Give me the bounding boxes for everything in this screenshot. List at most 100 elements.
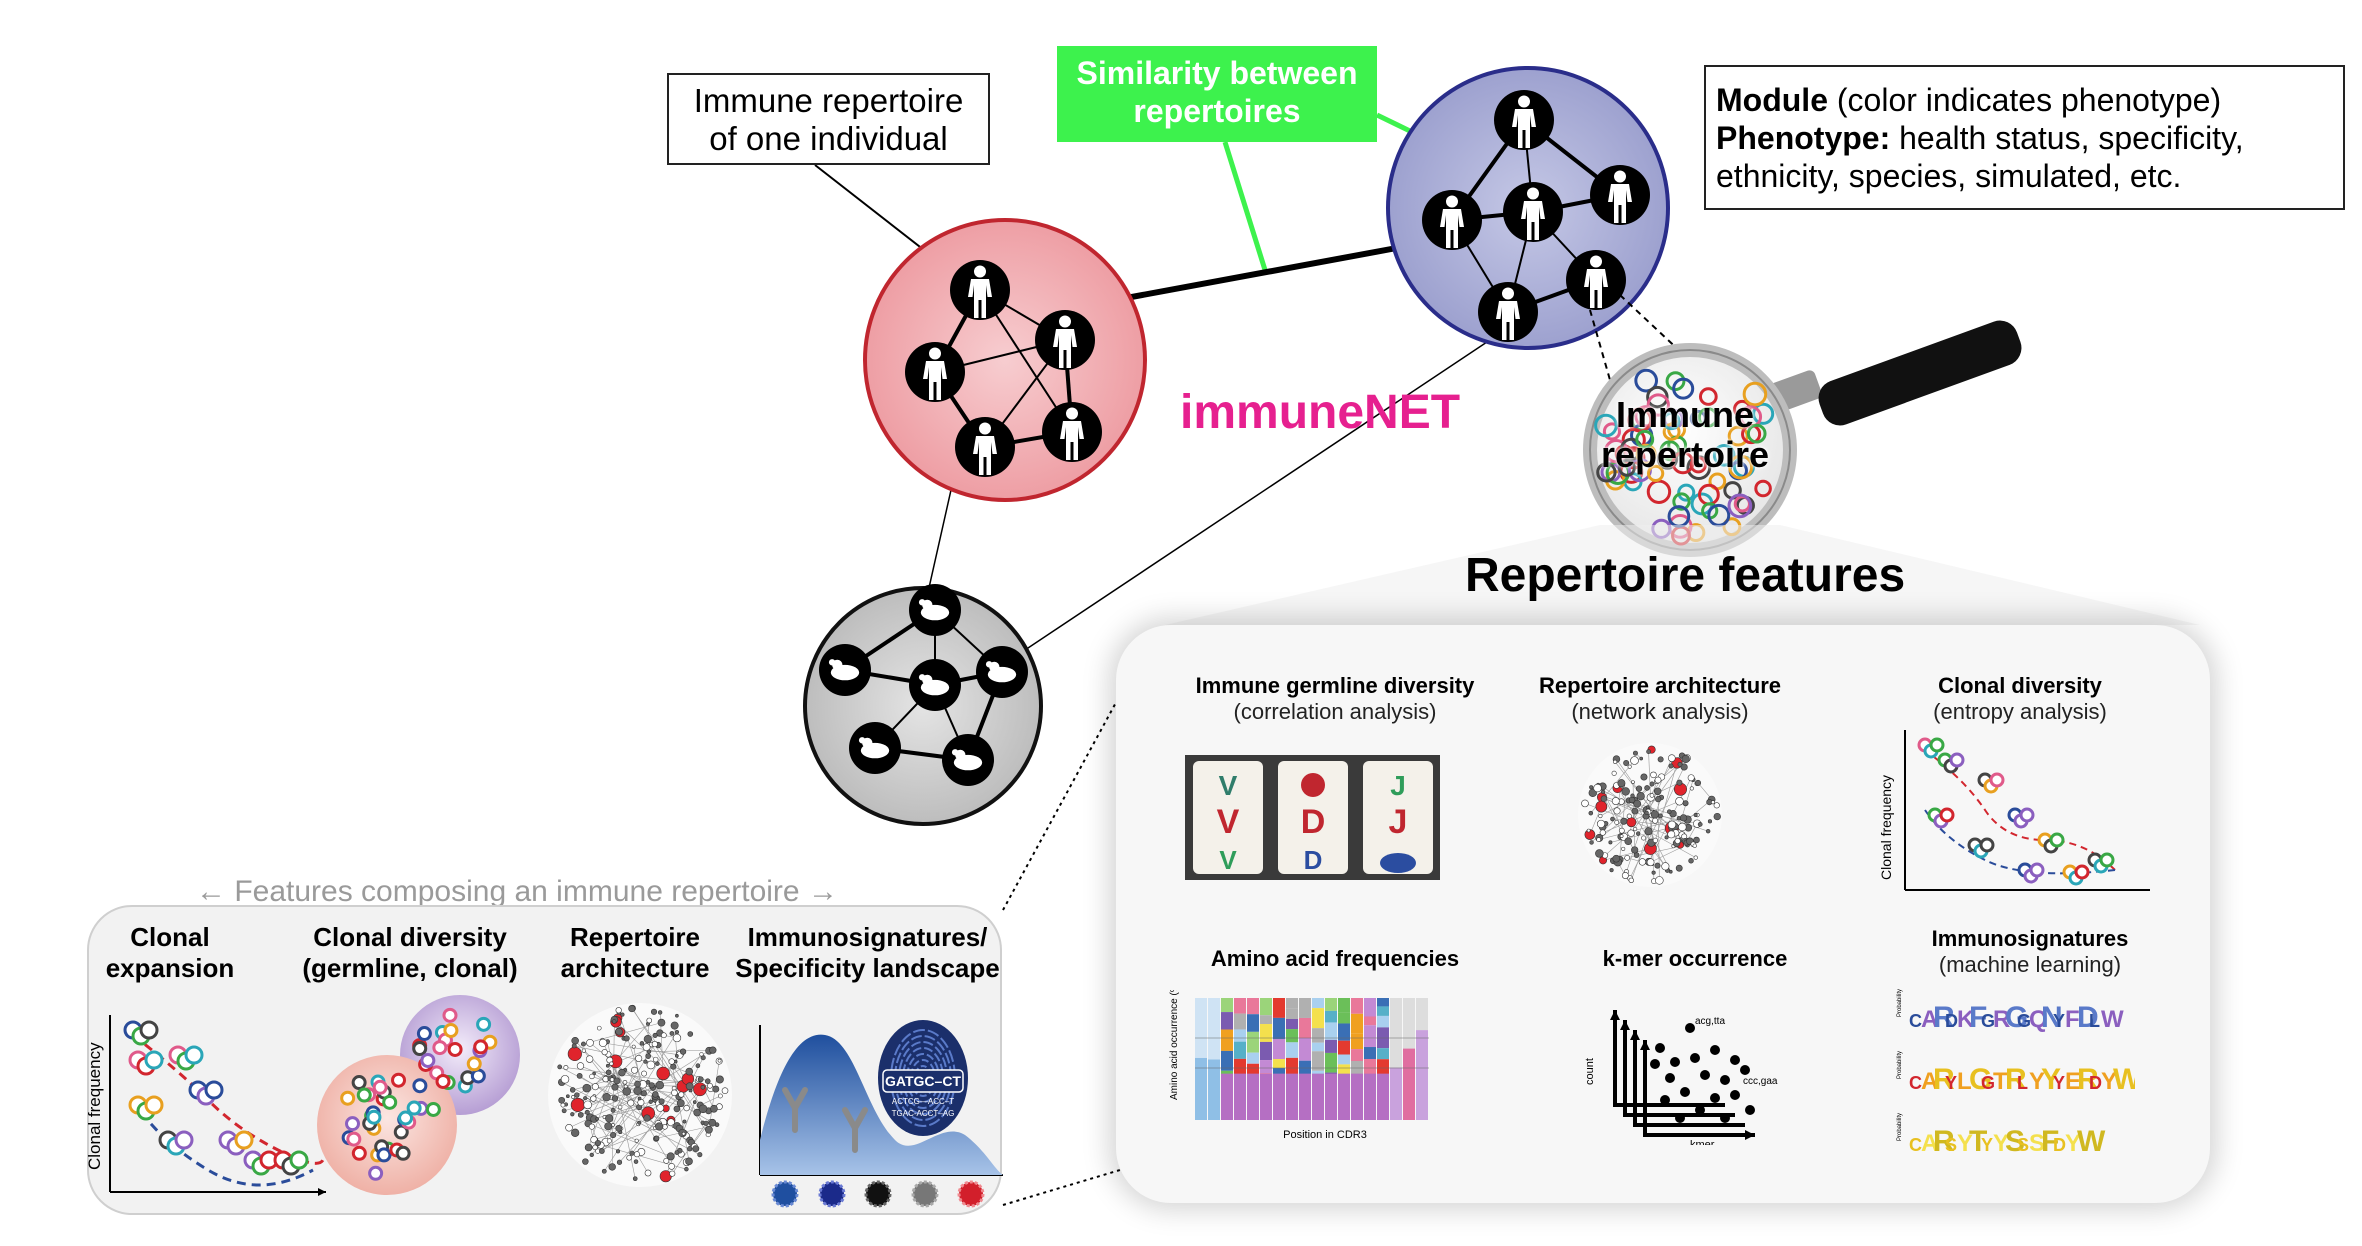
- network-dot: [695, 1063, 701, 1068]
- lens-cell: [1594, 413, 1618, 438]
- network-dot: [1612, 854, 1621, 863]
- network-dot: [1653, 787, 1662, 796]
- sphere-cell: [470, 1068, 486, 1084]
- lens-cell: [1727, 493, 1753, 519]
- aa-bar-segment: [1338, 1054, 1350, 1065]
- aa-bar-segment: [1377, 1048, 1389, 1060]
- network-dot: [721, 1087, 729, 1094]
- similarity-callout-text: Similarity between repertoires: [1076, 55, 1358, 129]
- aa-xlabel: Position in CDR3: [1283, 1129, 1367, 1140]
- network-dot: [1618, 827, 1625, 834]
- network-dot: [1680, 763, 1688, 771]
- logo-letter: D: [1945, 1011, 1958, 1031]
- network-dot: [571, 1036, 579, 1045]
- slot-letter-v: V: [1219, 770, 1238, 801]
- network-dot: [681, 1131, 686, 1136]
- logo-letter: G: [2005, 1001, 2028, 1034]
- slot-letter-d: D: [1304, 845, 1323, 875]
- logo-letter: C: [1909, 1135, 1922, 1155]
- left-header-line: Repertoire: [569, 922, 701, 952]
- phenotype-dot-legend: [771, 1180, 985, 1208]
- lens-cell: [1689, 410, 1707, 428]
- aa-bar-segment: [1312, 1073, 1324, 1120]
- network-dot: [1650, 810, 1659, 819]
- clonal-diversity-spheres-icon: [317, 995, 520, 1195]
- network-dot: [685, 1082, 694, 1091]
- aa-bar-segment: [1325, 1052, 1337, 1073]
- network-dot: [1624, 837, 1633, 846]
- repertoire-architecture-icon: [548, 1003, 732, 1187]
- aa-bar-segment: [1247, 1052, 1259, 1064]
- network-dot: [637, 1096, 642, 1101]
- kmer-dot: [1660, 1095, 1670, 1105]
- network-dot: [637, 1098, 645, 1106]
- network-dot: [1621, 846, 1626, 851]
- network-dot: [1711, 800, 1715, 805]
- network-dot: [594, 1139, 602, 1147]
- network-dot: [654, 1135, 660, 1141]
- feature-title: Repertoire architecture: [1538, 673, 1782, 698]
- network-dot: [631, 1066, 639, 1074]
- left-header-line: expansion: [105, 953, 235, 983]
- lens-cell: [1672, 492, 1691, 511]
- network-dot: [1644, 827, 1653, 836]
- network-dot: [599, 1148, 605, 1154]
- network-dot: [1611, 797, 1620, 806]
- network-dot: [1631, 807, 1639, 815]
- network-dot: [1611, 770, 1617, 776]
- network-dot: [1644, 785, 1650, 791]
- aa-bar-segment: [1260, 998, 1272, 1016]
- feature-title: Amino acid frequencies: [1210, 946, 1460, 971]
- clone-cell: [184, 1045, 204, 1065]
- network-dot: [1608, 840, 1613, 845]
- network-dot: [1638, 858, 1647, 866]
- kmer-dot: [1695, 1105, 1705, 1115]
- feature-germline-diversity: Immune germline diversity (correlation a…: [1180, 673, 1490, 725]
- edge-gray-blue: [1009, 319, 1521, 661]
- sphere-cell: [420, 1052, 436, 1068]
- network-dot: [576, 1062, 585, 1070]
- lens-cell: [1662, 411, 1681, 431]
- network-dot: [570, 1112, 575, 1117]
- clonal-frequency-axis-label: Clonal frequency: [85, 1042, 104, 1170]
- network-dot: [672, 1033, 682, 1043]
- logo-letter: A: [1921, 1006, 1938, 1033]
- network-dot: [1668, 869, 1673, 874]
- kmer-dot: [1730, 1055, 1740, 1065]
- feature-subtitle: (network analysis): [1571, 699, 1749, 724]
- logo-letter: R: [1933, 1125, 1955, 1158]
- aa-bar-segment: [1377, 1073, 1389, 1120]
- feature-immunosignatures: Immunosignatures (machine learning): [1890, 926, 2170, 978]
- lens-cell: [1754, 479, 1772, 498]
- network-dot: [1679, 814, 1688, 822]
- logo-letter: R: [2005, 1063, 2027, 1096]
- aa-bar-segment: [1260, 1015, 1272, 1025]
- aa-bar-segment: [1338, 1073, 1350, 1120]
- logo-letter: W: [2113, 1063, 2135, 1096]
- network-dot: [663, 1157, 670, 1164]
- network-dot: [657, 1010, 663, 1015]
- network-dot: [639, 1041, 645, 1046]
- aa-bar-segment: [1364, 1073, 1376, 1120]
- network-dot: [1632, 750, 1638, 756]
- feature-subtitle: (entropy analysis): [1933, 699, 2107, 724]
- aa-bar-segment: [1208, 998, 1220, 1060]
- network-dot: [1649, 781, 1655, 787]
- aa-bar-segment: [1286, 1018, 1298, 1030]
- network-dot: [611, 1095, 619, 1102]
- aa-bar-segment: [1299, 1038, 1311, 1061]
- network-dot: [1646, 858, 1655, 867]
- network-dot: [1596, 819, 1606, 828]
- network-dot: [1681, 754, 1690, 764]
- network-dot: [1692, 843, 1697, 848]
- sphere-cell: [416, 1026, 432, 1042]
- network-dot: [609, 1061, 614, 1066]
- network-dot: [1600, 795, 1608, 802]
- network-dot: [1650, 771, 1657, 779]
- sphere-cell: [412, 1041, 428, 1057]
- amino-acid-frequency-chart-icon: Amino acid occurrence (%) Position in CD…: [1169, 990, 1429, 1140]
- kmer-ylabel: count: [1584, 1058, 1596, 1085]
- individual-callout-text: Immune repertoire of one individual: [693, 82, 964, 157]
- aa-bar-segment: [1221, 1029, 1233, 1051]
